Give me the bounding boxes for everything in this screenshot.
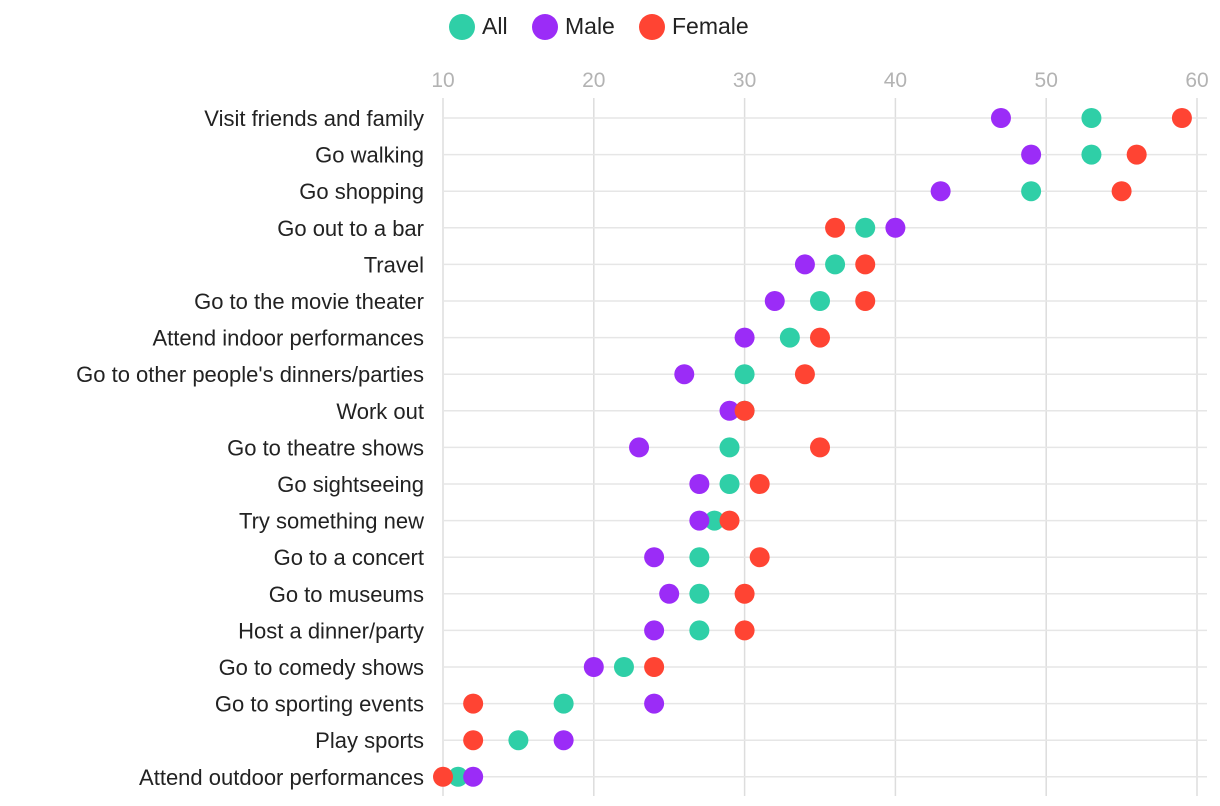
point-female: [463, 693, 484, 714]
category-label: Travel: [364, 252, 424, 277]
point-male: [659, 583, 680, 604]
point-male: [734, 327, 755, 348]
point-female: [463, 730, 484, 751]
category-label: Go to sporting events: [215, 692, 424, 717]
x-tick-label: 10: [431, 69, 454, 92]
legend-label-all: All: [482, 13, 508, 39]
legend-label-female: Female: [672, 13, 749, 39]
point-female: [825, 217, 846, 238]
point-all: [855, 217, 876, 238]
point-all: [553, 693, 574, 714]
point-female: [1111, 181, 1132, 202]
point-male: [689, 474, 710, 494]
x-tick-label: 50: [1035, 69, 1058, 92]
point-female: [644, 657, 665, 677]
point-all: [704, 510, 725, 531]
legend-swatch-female: [639, 14, 665, 40]
point-all: [779, 327, 800, 348]
legend-label-male: Male: [565, 13, 615, 39]
point-all: [689, 583, 710, 604]
legend: All Male Female: [449, 13, 749, 40]
point-male: [629, 437, 650, 458]
point-all: [1021, 181, 1042, 202]
category-label: Host a dinner/party: [238, 618, 424, 643]
point-female: [855, 254, 876, 275]
y-axis: Visit friends and family Go walking Go sho…: [76, 106, 424, 790]
point-all: [734, 364, 755, 385]
point-female: [433, 766, 453, 787]
point-all: [719, 437, 740, 458]
point-male: [463, 766, 484, 787]
point-female: [719, 510, 740, 531]
point-male: [794, 254, 815, 275]
category-label: Work out: [336, 399, 424, 424]
point-all: [508, 730, 529, 751]
category-label: Go sightseeing: [277, 472, 424, 497]
category-label: Visit friends and family: [204, 106, 424, 131]
category-label: Attend outdoor performances: [139, 765, 424, 790]
data-points: [433, 108, 1192, 787]
point-female: [734, 583, 755, 604]
point-female: [734, 400, 755, 421]
point-male: [553, 730, 574, 751]
point-female: [810, 437, 830, 458]
point-male: [930, 181, 951, 202]
point-male: [719, 400, 740, 421]
point-male: [885, 217, 906, 238]
point-all: [825, 254, 846, 275]
point-female: [749, 547, 770, 568]
point-female: [734, 620, 755, 641]
point-male: [644, 620, 665, 641]
point-all: [1081, 108, 1102, 128]
point-female: [1171, 108, 1192, 128]
point-male: [764, 291, 785, 311]
point-male: [644, 693, 665, 714]
category-label: Go to museums: [269, 582, 424, 607]
point-all: [448, 766, 469, 787]
point-female: [855, 291, 876, 311]
series-male: [463, 108, 1042, 787]
category-label: Go to comedy shows: [219, 655, 424, 680]
x-axis: 10 20 30 40 50 60: [431, 69, 1208, 92]
legend-swatch-male: [532, 14, 558, 40]
category-label: Play sports: [315, 728, 424, 753]
point-female: [749, 474, 770, 494]
point-male: [689, 510, 710, 531]
point-all: [719, 474, 740, 494]
category-label: Go walking: [315, 143, 424, 168]
series-female: [433, 108, 1192, 787]
point-male: [1021, 144, 1042, 165]
point-all: [810, 291, 830, 311]
category-label: Go to a concert: [274, 545, 424, 570]
category-label: Try something new: [239, 509, 424, 534]
category-label: Go shopping: [299, 179, 424, 204]
point-male: [583, 657, 604, 677]
x-tick-label: 30: [733, 69, 756, 92]
point-male: [990, 108, 1011, 128]
point-female: [1126, 144, 1147, 165]
point-all: [689, 620, 710, 641]
point-all: [689, 547, 710, 568]
point-male: [674, 364, 695, 385]
point-female: [810, 327, 830, 348]
point-all: [1081, 144, 1102, 165]
x-tick-label: 20: [582, 69, 605, 92]
category-label: Go to other people's dinners/parties: [76, 362, 424, 387]
category-label: Go out to a bar: [277, 216, 424, 241]
x-tick-label: 60: [1185, 69, 1208, 92]
point-male: [644, 547, 665, 568]
point-all: [613, 657, 634, 677]
x-tick-label: 40: [884, 69, 907, 92]
legend-swatch-all: [449, 14, 475, 40]
category-label: Attend indoor performances: [153, 326, 425, 351]
point-female: [794, 364, 815, 385]
category-label: Go to the movie theater: [194, 289, 424, 314]
category-label: Go to theatre shows: [227, 435, 424, 460]
